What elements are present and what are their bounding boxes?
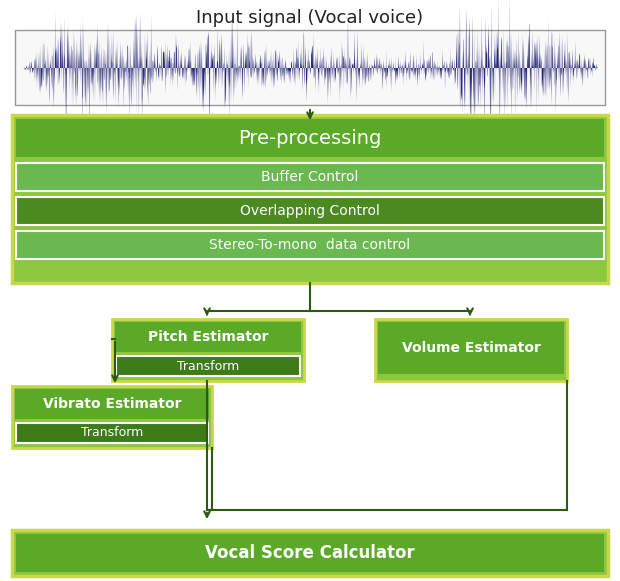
Text: Transform: Transform xyxy=(81,426,143,439)
Bar xyxy=(12,115,608,283)
Text: Vibrato Estimator: Vibrato Estimator xyxy=(43,397,181,411)
Bar xyxy=(116,356,300,376)
Bar xyxy=(15,30,605,105)
Bar xyxy=(16,197,604,225)
Text: Stereo-To-mono  data control: Stereo-To-mono data control xyxy=(210,238,410,252)
Bar xyxy=(375,319,567,381)
Bar xyxy=(115,322,301,352)
Bar xyxy=(16,163,604,191)
Text: Vocal Score Calculator: Vocal Score Calculator xyxy=(205,544,415,562)
Text: Input signal (Vocal voice): Input signal (Vocal voice) xyxy=(197,9,423,27)
Text: Volume Estimator: Volume Estimator xyxy=(402,341,541,355)
Bar xyxy=(16,231,604,259)
Text: Overlapping Control: Overlapping Control xyxy=(240,204,380,218)
Text: Transform: Transform xyxy=(177,360,239,372)
Bar xyxy=(378,322,564,374)
Text: Pitch Estimator: Pitch Estimator xyxy=(148,330,268,344)
Bar xyxy=(12,530,608,576)
Text: Buffer Control: Buffer Control xyxy=(261,170,359,184)
Bar xyxy=(16,534,604,572)
Bar xyxy=(15,389,209,419)
Bar xyxy=(16,119,604,157)
Bar xyxy=(16,423,208,443)
Text: Pre-processing: Pre-processing xyxy=(238,128,382,148)
Bar xyxy=(112,319,304,381)
Bar xyxy=(12,386,212,448)
